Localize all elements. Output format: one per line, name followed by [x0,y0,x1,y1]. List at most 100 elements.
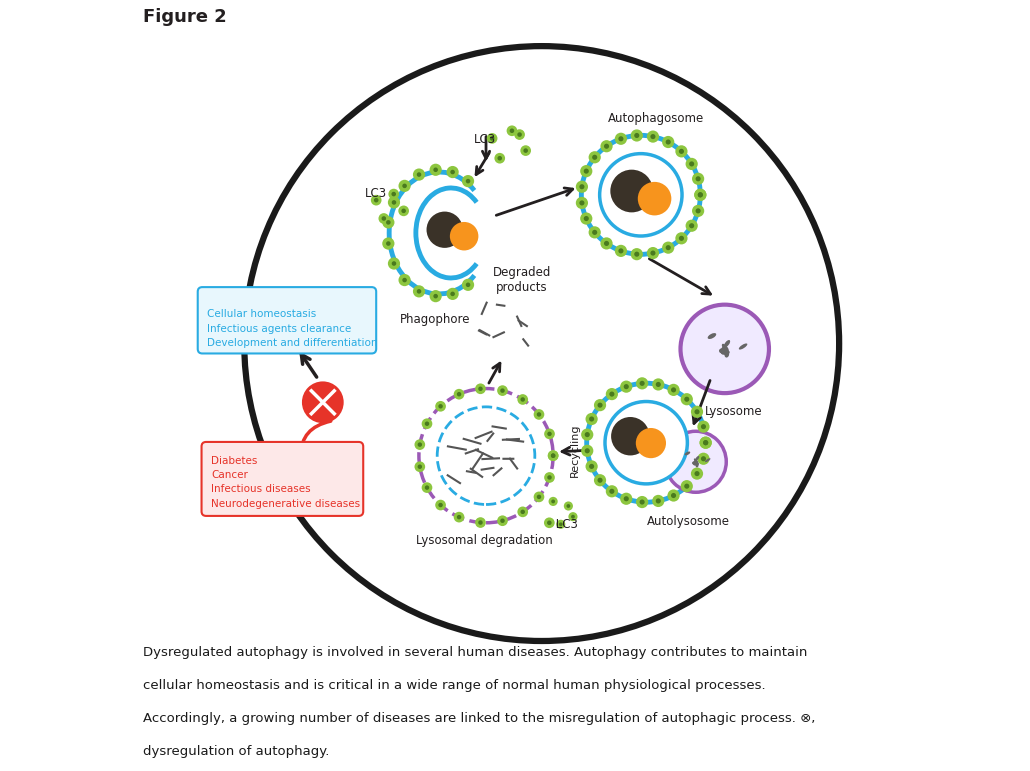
Circle shape [549,497,557,506]
Circle shape [439,503,443,507]
Circle shape [391,192,396,197]
Circle shape [413,285,425,298]
Circle shape [497,156,502,160]
Circle shape [694,189,707,201]
Circle shape [450,222,478,251]
Circle shape [684,483,689,489]
Circle shape [686,158,697,170]
Circle shape [700,456,706,461]
Circle shape [381,216,386,221]
Text: Accordingly, a growing number of diseases are linked to the misregulation of aut: Accordingly, a growing number of disease… [143,712,815,725]
Circle shape [403,278,407,282]
Text: dysregulation of autophagy.: dysregulation of autophagy. [143,745,330,758]
Circle shape [378,213,389,224]
Circle shape [421,483,433,493]
Circle shape [430,163,442,176]
Circle shape [569,512,578,521]
Circle shape [417,464,422,469]
Circle shape [520,510,525,514]
Text: Diabetes
Cancer
Infectious diseases
Neurodegenerative diseases: Diabetes Cancer Infectious diseases Neur… [211,456,360,509]
Circle shape [634,133,640,138]
Circle shape [501,389,505,393]
Circle shape [665,431,726,492]
Text: Figure 2: Figure 2 [143,8,227,26]
Circle shape [700,424,706,429]
Circle shape [450,291,455,296]
Circle shape [434,167,438,172]
Ellipse shape [693,460,695,465]
Circle shape [439,404,443,409]
Circle shape [692,173,705,185]
Circle shape [417,443,422,447]
Circle shape [615,244,627,257]
Circle shape [604,241,609,246]
Circle shape [520,145,531,156]
Circle shape [692,205,705,217]
Circle shape [589,464,594,469]
Text: LC3: LC3 [365,187,387,200]
Circle shape [684,396,689,402]
Circle shape [544,472,555,483]
Circle shape [638,182,672,215]
Text: Recycling: Recycling [570,423,580,477]
Circle shape [585,448,590,453]
Circle shape [487,133,497,143]
Circle shape [414,439,425,450]
Circle shape [624,384,629,389]
Circle shape [386,241,390,246]
Ellipse shape [705,458,711,462]
Circle shape [544,517,555,528]
Circle shape [466,282,471,287]
Circle shape [589,416,594,422]
Ellipse shape [694,459,698,464]
Circle shape [587,383,706,502]
Text: Autolysosome: Autolysosome [647,515,729,528]
Circle shape [403,183,407,188]
Circle shape [421,419,433,429]
Circle shape [695,208,700,214]
Circle shape [548,450,558,461]
Circle shape [454,389,465,399]
Circle shape [667,490,680,502]
Circle shape [694,471,699,476]
Circle shape [652,379,664,391]
Circle shape [694,409,699,414]
Circle shape [585,413,597,425]
Circle shape [497,515,508,526]
Ellipse shape [721,350,730,355]
Circle shape [576,197,588,209]
Ellipse shape [693,463,699,466]
Circle shape [600,237,613,250]
Circle shape [391,261,397,266]
Circle shape [566,504,571,508]
Circle shape [630,248,643,261]
Ellipse shape [722,344,729,352]
Circle shape [490,136,494,140]
Text: LC3: LC3 [552,518,578,530]
Circle shape [634,251,640,257]
Circle shape [494,153,505,163]
Circle shape [640,381,645,386]
Circle shape [615,133,627,145]
Circle shape [447,288,458,300]
Ellipse shape [724,340,730,347]
Circle shape [597,402,603,408]
Circle shape [434,294,438,298]
Circle shape [611,170,653,212]
Circle shape [694,189,707,201]
Circle shape [588,226,600,238]
Text: Autophagosome: Autophagosome [608,112,705,125]
Circle shape [611,417,650,456]
Circle shape [636,377,648,389]
Circle shape [618,136,623,141]
Circle shape [388,189,399,200]
Circle shape [606,388,618,400]
Circle shape [436,401,446,412]
Circle shape [592,230,597,235]
Circle shape [585,432,590,437]
Circle shape [559,523,562,527]
Circle shape [689,223,694,228]
Circle shape [579,200,584,206]
Circle shape [636,428,666,458]
Circle shape [599,153,682,236]
